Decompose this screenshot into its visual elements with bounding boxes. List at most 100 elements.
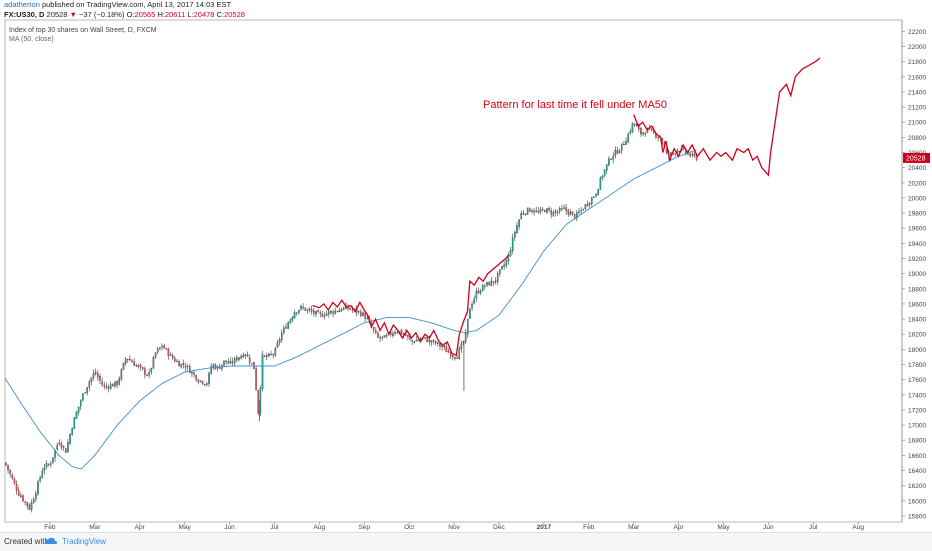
y-tick-label: 17800 xyxy=(908,362,926,369)
candle-body xyxy=(73,417,76,430)
y-tick-label: 20200 xyxy=(908,180,926,187)
candle-body xyxy=(586,204,589,206)
candle-body xyxy=(424,336,426,339)
candle-body xyxy=(163,345,165,349)
candle-body xyxy=(109,384,112,390)
pattern-annotation: Pattern for last time it fell under MA50 xyxy=(483,99,667,111)
candle-body xyxy=(112,384,114,387)
candle-body xyxy=(413,341,416,343)
candle-body xyxy=(481,285,484,292)
candle-body xyxy=(496,273,499,282)
candle-body xyxy=(79,400,82,407)
candle-body xyxy=(195,375,198,381)
candle-body xyxy=(516,225,518,234)
candle-body xyxy=(531,210,533,212)
candle-body xyxy=(336,311,339,313)
y-tick-label: 20000 xyxy=(908,195,926,202)
candle-body xyxy=(244,354,247,357)
candle-body xyxy=(342,307,345,310)
candle-body xyxy=(317,310,319,313)
candle-body xyxy=(381,336,384,338)
candle-body xyxy=(591,197,593,205)
candle-body xyxy=(203,384,206,386)
candle-body xyxy=(107,386,110,389)
candle-body xyxy=(84,392,86,394)
candle-body xyxy=(514,231,516,238)
candle-body xyxy=(334,310,336,314)
candle-body xyxy=(492,281,495,283)
candle-body xyxy=(642,132,644,135)
candle-body xyxy=(449,352,452,357)
candle-body xyxy=(17,490,20,496)
x-tick-label: Nov xyxy=(448,524,460,531)
candle-body xyxy=(60,443,63,448)
candle-body xyxy=(561,208,563,210)
candle-body xyxy=(9,470,11,475)
candle-body xyxy=(124,358,127,364)
candle-body xyxy=(620,143,623,151)
candle-body xyxy=(58,442,61,445)
candle-body xyxy=(518,219,520,227)
candle-body xyxy=(92,373,95,378)
candle-body xyxy=(223,360,225,366)
candle-body xyxy=(488,281,490,286)
candle-body xyxy=(263,355,266,357)
candle-body xyxy=(152,357,155,369)
ohlc-line: FX:US30, D 20528 ▼ −37 (−0.18%) O:20565 … xyxy=(4,10,928,20)
y-tick-label: 17000 xyxy=(908,423,926,430)
candle-body xyxy=(24,501,26,503)
candle-body xyxy=(657,137,659,139)
tradingview-link[interactable]: TradingView xyxy=(62,537,107,546)
x-tick-label: Dec xyxy=(493,524,505,531)
candle-body xyxy=(631,123,634,133)
candle-body xyxy=(580,209,582,212)
candle-body xyxy=(5,462,7,466)
y-tick-label: 18800 xyxy=(908,286,926,293)
price-tag-label: 20528 xyxy=(906,155,926,162)
x-tick-label: Mar xyxy=(628,524,640,531)
candle-body xyxy=(97,373,99,378)
plot-area[interactable] xyxy=(4,19,903,523)
candle-body xyxy=(159,347,161,350)
candle-body xyxy=(484,285,486,287)
x-tick-label: Jul xyxy=(270,524,279,531)
candle-body xyxy=(330,310,332,313)
x-tick-label: Jul xyxy=(809,524,818,531)
candle-body xyxy=(541,209,544,211)
overlay-line xyxy=(633,57,821,177)
candle-body xyxy=(396,332,399,334)
candle-body xyxy=(308,308,311,311)
candle-body xyxy=(682,147,685,150)
candle-body xyxy=(432,340,435,342)
last-price-tag: 20528 xyxy=(903,152,930,163)
candle-body xyxy=(212,364,215,367)
candle-body xyxy=(383,335,386,338)
candle-body xyxy=(379,337,381,339)
candle-body xyxy=(415,339,418,342)
y-tick-label: 21400 xyxy=(908,89,926,96)
candle-body xyxy=(268,353,270,357)
candle-body xyxy=(627,134,629,143)
candle-body xyxy=(32,498,35,504)
candle-body xyxy=(578,211,580,213)
candle-body xyxy=(689,153,691,157)
author-link[interactable]: adatherton xyxy=(4,0,40,9)
candle-body xyxy=(434,341,437,344)
price-chart[interactable]: Index of top 30 shares on Wall Street, D… xyxy=(0,0,932,532)
candle-body xyxy=(546,208,548,213)
candle-body xyxy=(650,129,653,131)
tradingview-cloud-icon xyxy=(44,537,58,544)
candle-body xyxy=(122,362,125,370)
candle-body xyxy=(144,368,146,375)
y-tick-label: 20800 xyxy=(908,135,926,142)
candle-body xyxy=(458,348,461,360)
low-value: 20478 xyxy=(193,9,215,19)
y-tick-label: 21800 xyxy=(908,59,926,66)
candle-body xyxy=(539,209,542,213)
candle-body xyxy=(116,381,118,386)
chart-header: adatherton published on TradingView.com,… xyxy=(4,0,928,20)
ma50-line xyxy=(4,149,697,470)
candle-body xyxy=(552,211,555,216)
candle-body xyxy=(313,310,315,314)
candle-body xyxy=(319,312,322,314)
